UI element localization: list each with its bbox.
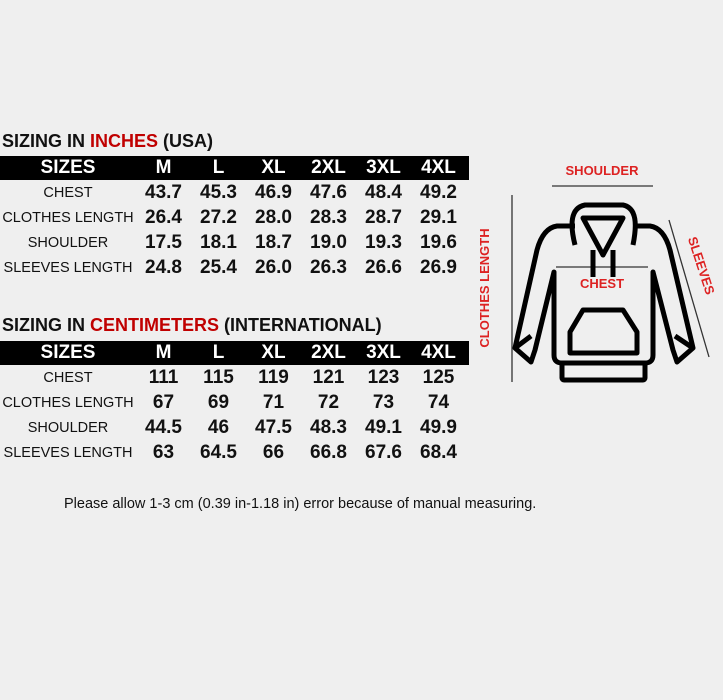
size-header: 3XL — [366, 342, 401, 363]
cm-table: SIZES M L XL 2XL 3XL 4XL CHEST 111 115 119 121 123 12… — [0, 341, 469, 465]
clothes-length-label: CLOTHES LENGTH — [477, 228, 492, 347]
value-cell: 29.1 — [420, 206, 457, 228]
value-cell: 43.7 — [145, 181, 182, 203]
value-cell: 71 — [262, 391, 285, 413]
value-cell: 19.0 — [310, 231, 347, 253]
table-row: CLOTHES LENGTH 67 69 71 72 73 74 — [0, 390, 469, 415]
table-row: SLEEVES LENGTH 63 64.5 66 66.8 67.6 68.4 — [0, 440, 469, 465]
measure-label: CLOTHES LENGTH — [2, 209, 134, 226]
value-cell: 66 — [262, 441, 285, 463]
table-row: CHEST 43.7 45.3 46.9 47.6 48.4 49.2 — [0, 180, 469, 205]
value-cell: 49.1 — [365, 416, 402, 438]
value-cell: 28.7 — [365, 206, 402, 228]
value-cell: 46.9 — [255, 181, 292, 203]
measure-label: SHOULDER — [27, 419, 109, 436]
value-cell: 18.7 — [255, 231, 292, 253]
measure-label: SLEEVES LENGTH — [3, 259, 133, 276]
size-header: L — [212, 157, 225, 178]
sizes-header: SIZES — [40, 157, 96, 178]
value-cell: 48.3 — [310, 416, 347, 438]
value-cell: 49.2 — [420, 181, 457, 203]
table-row: SLEEVES LENGTH 24.8 25.4 26.0 26.3 26.6 26.9 — [0, 255, 469, 280]
value-cell: 121 — [312, 366, 345, 388]
hoodie-diagram: SHOULDER CHEST CLOTHES LENGTH SLEEVES — [477, 163, 718, 383]
value-cell: 74 — [427, 391, 450, 413]
value-cell: 26.6 — [365, 256, 402, 278]
table-header: SIZES M L XL 2XL 3XL 4XL — [0, 341, 469, 365]
value-cell: 67 — [152, 391, 175, 413]
table-row: CLOTHES LENGTH 26.4 27.2 28.0 28.3 28.7 29.1 — [0, 205, 469, 230]
size-header: 4XL — [421, 157, 456, 178]
table-header: SIZES M L XL 2XL 3XL 4XL — [0, 156, 469, 180]
value-cell: 69 — [207, 391, 230, 413]
hoodie-icon — [512, 202, 696, 383]
value-cell: 26.0 — [255, 256, 292, 278]
value-cell: 18.1 — [200, 231, 237, 253]
size-header: XL — [261, 157, 286, 178]
value-cell: 67.6 — [365, 441, 402, 463]
value-cell: 25.4 — [200, 256, 237, 278]
value-cell: 123 — [367, 366, 400, 388]
size-header: M — [155, 342, 172, 363]
size-header: 2XL — [311, 157, 346, 178]
size-header: M — [155, 157, 172, 178]
value-cell: 125 — [422, 366, 455, 388]
value-cell: 115 — [203, 366, 234, 388]
cm-title: SIZING IN CENTIMETERS (INTERNATIONAL) — [2, 315, 382, 335]
value-cell: 44.5 — [145, 416, 182, 438]
measure-label: SLEEVES LENGTH — [3, 444, 133, 461]
value-cell: 26.4 — [145, 206, 182, 228]
value-cell: 64.5 — [200, 441, 237, 463]
value-cell: 47.6 — [310, 181, 347, 203]
size-header: XL — [261, 342, 286, 363]
value-cell: 28.0 — [255, 206, 292, 228]
value-cell: 66.8 — [310, 441, 347, 463]
value-cell: 17.5 — [145, 231, 182, 253]
sleeve-measure-line — [668, 219, 710, 358]
value-cell: 72 — [317, 391, 340, 413]
value-cell: 49.9 — [420, 416, 457, 438]
value-cell: 63 — [152, 441, 175, 463]
value-cell: 27.2 — [200, 206, 237, 228]
size-header: 2XL — [311, 342, 346, 363]
table-row: SHOULDER 17.5 18.1 18.7 19.0 19.3 19.6 — [0, 230, 469, 255]
value-cell: 68.4 — [420, 441, 457, 463]
size-header: 3XL — [366, 157, 401, 178]
inches-table: SIZES M L XL 2XL 3XL 4XL CHEST 43.7 45.3 46.9 47.6 4… — [0, 156, 469, 280]
value-cell: 47.5 — [255, 416, 292, 438]
sizes-header: SIZES — [40, 342, 96, 363]
table-row: SHOULDER 44.5 46 47.5 48.3 49.1 49.9 — [0, 415, 469, 440]
measure-label: CLOTHES LENGTH — [2, 394, 134, 411]
value-cell: 28.3 — [310, 206, 347, 228]
value-cell: 26.3 — [310, 256, 347, 278]
value-cell: 19.3 — [365, 231, 402, 253]
value-cell: 26.9 — [420, 256, 457, 278]
inches-title: SIZING IN INCHES (USA) — [2, 131, 214, 151]
chest-label: CHEST — [580, 276, 624, 291]
table-row: CHEST 111 115 119 121 123 125 — [0, 365, 469, 390]
value-cell: 45.3 — [200, 181, 237, 203]
measurement-note: Please allow 1-3 cm (0.39 in-1.18 in) er… — [64, 496, 537, 512]
measure-label: CHEST — [43, 184, 93, 201]
value-cell: 19.6 — [420, 231, 457, 253]
size-header: L — [212, 342, 225, 363]
value-cell: 24.8 — [145, 256, 182, 278]
size-header: 4XL — [421, 342, 456, 363]
value-cell: 46 — [207, 416, 230, 438]
sleeves-label: SLEEVES — [685, 235, 718, 297]
shoulder-label: SHOULDER — [566, 163, 640, 178]
measure-label: SHOULDER — [27, 234, 109, 251]
value-cell: 111 — [148, 366, 179, 388]
measure-label: CHEST — [43, 369, 93, 386]
value-cell: 119 — [258, 366, 289, 388]
value-cell: 48.4 — [365, 181, 402, 203]
value-cell: 73 — [372, 391, 395, 413]
